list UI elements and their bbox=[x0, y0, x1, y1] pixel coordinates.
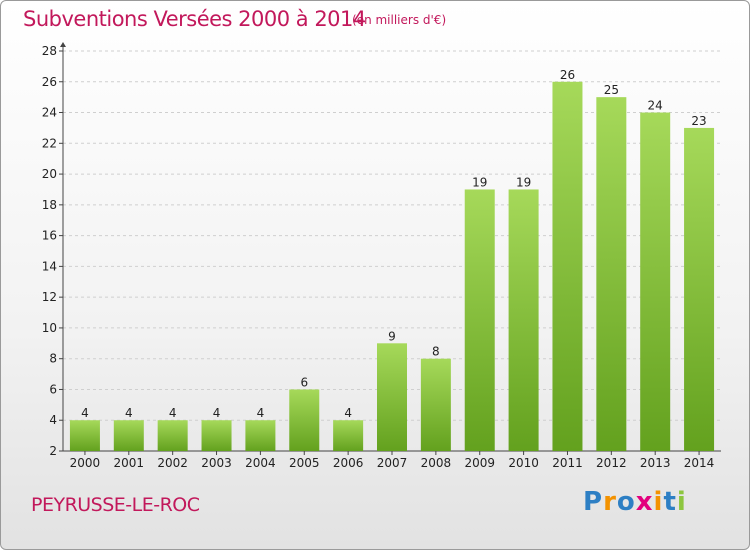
data-label: 4 bbox=[213, 406, 221, 420]
y-tick-label: 22 bbox=[42, 136, 57, 150]
y-tick-label: 10 bbox=[42, 321, 57, 335]
data-label: 4 bbox=[125, 406, 133, 420]
logo-letter: t bbox=[663, 487, 677, 517]
x-tick-label: 2003 bbox=[201, 456, 232, 470]
y-tick-label: 24 bbox=[42, 106, 57, 120]
y-tick-label: 2 bbox=[49, 444, 57, 458]
x-tick-label: 2013 bbox=[640, 456, 671, 470]
data-label: 19 bbox=[472, 175, 487, 189]
y-tick-label: 18 bbox=[42, 198, 57, 212]
x-tick-label: 2009 bbox=[464, 456, 495, 470]
bar bbox=[69, 420, 100, 451]
y-tick-label: 16 bbox=[42, 229, 57, 243]
bar bbox=[245, 420, 276, 451]
bar bbox=[508, 189, 539, 451]
x-tick-label: 2014 bbox=[684, 456, 715, 470]
y-tick-label: 14 bbox=[42, 259, 57, 273]
y-tick-label: 8 bbox=[49, 352, 57, 366]
bar bbox=[333, 420, 364, 451]
x-tick-label: 2006 bbox=[333, 456, 364, 470]
data-label: 23 bbox=[691, 114, 706, 128]
logo-letter: r bbox=[603, 487, 617, 517]
bars bbox=[69, 81, 715, 452]
x-tick-label: 2005 bbox=[289, 456, 320, 470]
chart-title: Subventions Versées 2000 à 2014 bbox=[23, 7, 366, 31]
data-label: 4 bbox=[169, 406, 177, 420]
bar bbox=[640, 112, 671, 452]
y-tick-label: 12 bbox=[42, 290, 57, 304]
bar bbox=[201, 420, 232, 451]
y-axis-arrow bbox=[60, 42, 66, 47]
data-label: 4 bbox=[344, 406, 352, 420]
data-label: 4 bbox=[81, 406, 89, 420]
bar bbox=[157, 420, 188, 451]
logo-letter: x bbox=[635, 487, 654, 517]
y-tick-label: 6 bbox=[49, 382, 57, 396]
y-tick-label: 28 bbox=[42, 44, 57, 58]
x-tick-label: 2008 bbox=[421, 456, 452, 470]
x-tick-label: 2007 bbox=[377, 456, 408, 470]
y-tick-label: 20 bbox=[42, 167, 57, 181]
data-label: 6 bbox=[300, 375, 308, 389]
x-tick-label: 2011 bbox=[552, 456, 583, 470]
data-label: 4 bbox=[257, 406, 265, 420]
bar bbox=[464, 189, 495, 451]
x-tick-label: 2001 bbox=[114, 456, 145, 470]
bar bbox=[420, 358, 451, 451]
y-tick-label: 26 bbox=[42, 75, 57, 89]
y-tick-label: 4 bbox=[49, 413, 57, 427]
bar bbox=[289, 389, 320, 451]
data-label: 24 bbox=[648, 99, 663, 113]
town-name: PEYRUSSE-LE-ROC bbox=[31, 494, 200, 516]
bar bbox=[377, 343, 407, 451]
x-tick-label: 2010 bbox=[508, 456, 539, 470]
logo-letter: o bbox=[616, 487, 636, 517]
data-label: 8 bbox=[432, 345, 440, 359]
data-labels: 4 4 4 4 4 6 4 9 8 19 19 26 25 24 23 bbox=[81, 68, 707, 420]
logo-letter: i bbox=[653, 487, 664, 517]
logo-letter: P bbox=[583, 487, 604, 517]
proxiti-logo: Proxiti bbox=[583, 487, 687, 517]
bar bbox=[552, 81, 583, 452]
x-tick-label: 2004 bbox=[245, 456, 276, 470]
bar bbox=[596, 97, 627, 452]
data-label: 26 bbox=[560, 68, 575, 82]
logo-letter: i bbox=[676, 487, 687, 517]
unit-label: (en milliers d'€) bbox=[352, 13, 447, 27]
x-tick-label: 2012 bbox=[596, 456, 627, 470]
x-tick-label: 2000 bbox=[70, 456, 101, 470]
bar bbox=[684, 127, 715, 451]
bar bbox=[113, 420, 144, 451]
x-tick-label: 2002 bbox=[157, 456, 188, 470]
data-label: 19 bbox=[516, 175, 531, 189]
data-label: 9 bbox=[388, 329, 396, 343]
data-label: 25 bbox=[604, 83, 619, 97]
